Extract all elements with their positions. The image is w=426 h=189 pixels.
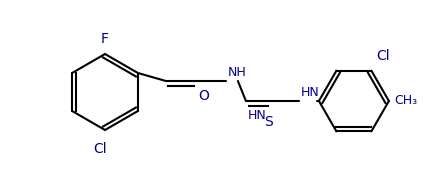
Text: S: S — [265, 115, 273, 129]
Text: Cl: Cl — [93, 142, 107, 156]
Text: NH: NH — [228, 66, 247, 79]
Text: F: F — [101, 32, 109, 46]
Text: O: O — [198, 89, 209, 103]
Text: CH₃: CH₃ — [394, 94, 417, 108]
Text: HN: HN — [301, 86, 320, 99]
Text: Cl: Cl — [377, 49, 390, 63]
Text: HN: HN — [248, 109, 267, 122]
